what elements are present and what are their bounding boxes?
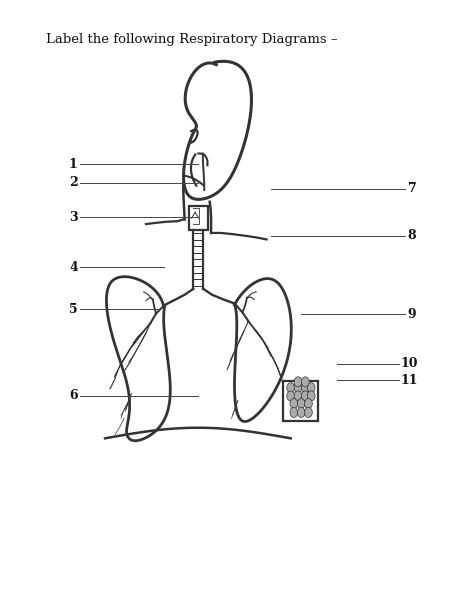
Circle shape [290,398,298,409]
Circle shape [301,377,309,387]
Circle shape [287,391,294,401]
Circle shape [305,398,312,409]
Text: 11: 11 [401,373,419,387]
Text: 5: 5 [69,303,78,316]
Circle shape [297,408,305,417]
Text: 4: 4 [69,261,78,273]
Text: 2: 2 [69,177,78,189]
Text: 3: 3 [69,210,78,224]
Circle shape [301,391,309,401]
Circle shape [290,408,298,417]
Circle shape [307,391,315,401]
Circle shape [307,383,315,393]
Circle shape [297,398,305,409]
Text: 10: 10 [401,357,419,370]
Text: 8: 8 [408,229,416,242]
Circle shape [294,383,302,393]
Text: 6: 6 [69,389,78,403]
Text: 9: 9 [408,308,416,321]
Bar [189,207,209,230]
Circle shape [287,383,294,393]
Circle shape [301,383,309,393]
Circle shape [305,408,312,417]
Text: 1: 1 [69,158,78,170]
Circle shape [294,391,302,401]
Bar [283,381,318,421]
Text: 7: 7 [408,182,416,196]
Circle shape [294,377,302,387]
Text: Label the following Respiratory Diagrams –: Label the following Respiratory Diagrams… [46,33,337,46]
